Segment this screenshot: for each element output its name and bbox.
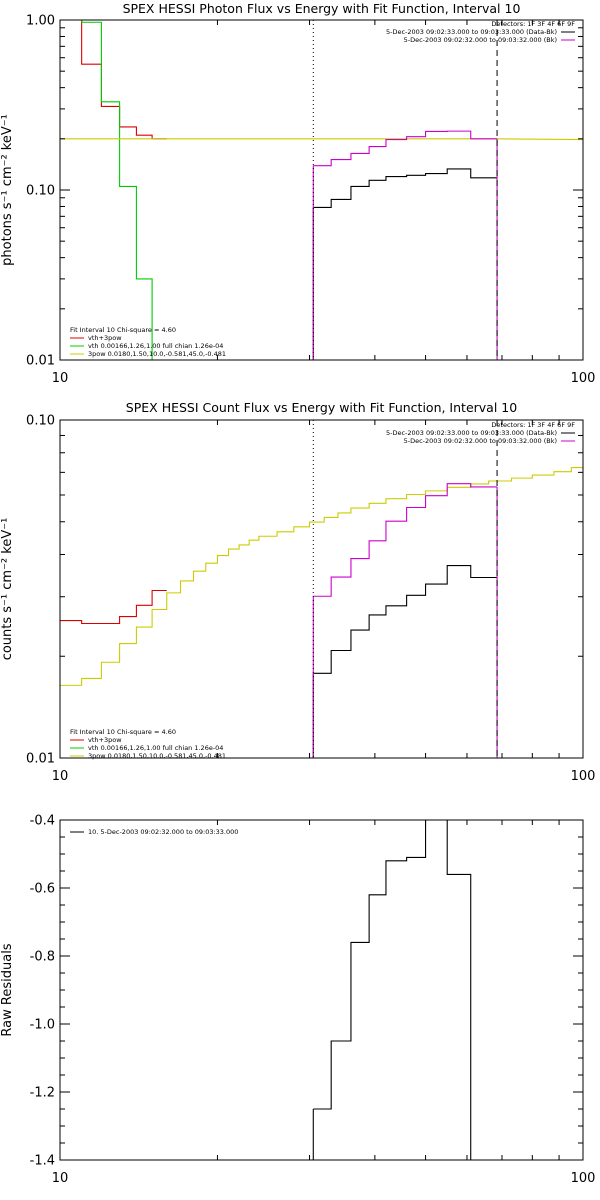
info-line-2: 5-Dec-2003 09:02:33.000 to 09:03:33.000 …	[386, 28, 557, 36]
info-line-2: 5-Dec-2003 09:02:33.000 to 09:03:33.000 …	[386, 429, 557, 437]
y-tick-label: -1.0	[30, 1018, 55, 1033]
series-line-1	[60, 20, 167, 140]
y-tick-label: 0.01	[26, 354, 55, 369]
y-tick-label: 0.10	[26, 184, 55, 199]
info-line-1: Detectors: 1F 3F 4F 6F 9F	[491, 20, 575, 28]
legend-label-2: vth 0.00166,1.26,1.00 full chian 1.26e-0…	[88, 744, 223, 752]
series-line-5	[313, 130, 498, 167]
x-tick-label: 10	[52, 371, 69, 386]
legend-label-2: vth 0.00166,1.26,1.00 full chian 1.26e-0…	[88, 342, 223, 350]
legend-label-1: vth+3pow	[88, 736, 122, 744]
legend-header: Fit Interval 10 Chi-square = 4.60	[70, 728, 176, 736]
x-tick-label: 10	[52, 769, 69, 784]
legend-header: Fit Interval 10 Chi-square = 4.60	[70, 326, 176, 334]
chart-panel-2: SPEX HESSI Count Flux vs Energy with Fit…	[0, 400, 595, 784]
series-line-4	[313, 483, 498, 597]
y-tick-label: 0.10	[26, 414, 55, 429]
info-line-1: Detectors: 1F 3F 4F 6F 9F	[491, 421, 575, 429]
y-tick-label: -0.6	[30, 882, 55, 897]
plot-frame	[59, 419, 584, 759]
series-line-2	[60, 20, 167, 360]
series-group	[60, 20, 583, 360]
series-line-1	[60, 589, 167, 625]
y-axis-label: counts s⁻¹ cm⁻² keV⁻¹	[0, 518, 15, 661]
x-tick-label: 100	[571, 371, 596, 386]
y-tick-label: -0.4	[30, 814, 55, 829]
chart-panel-1: SPEX HESSI Photon Flux vs Energy with Fi…	[0, 1, 595, 386]
series-line-3	[313, 565, 498, 674]
x-tick-label: 100	[571, 1171, 596, 1186]
y-axis-label: Raw Residuals	[0, 943, 15, 1036]
y-tick-label: -1.4	[30, 1154, 55, 1169]
legend-label-1: 10. 5-Dec-2003 09:02:32.000 to 09:03:33.…	[88, 828, 238, 836]
series-line-4	[313, 168, 498, 208]
y-tick-label: -1.2	[30, 1086, 55, 1101]
chart-title: SPEX HESSI Count Flux vs Energy with Fit…	[126, 400, 517, 415]
legend-label-3: 3pow 0.0180,1.50,10.0,-0.581,45.0,-0.481	[88, 350, 226, 358]
legend-label-1: vth+3pow	[88, 334, 122, 342]
series-group	[312, 820, 472, 1160]
x-tick-label: 10	[52, 1171, 69, 1186]
x-tick-label: 100	[571, 769, 596, 784]
series-line-1	[313, 820, 472, 1160]
legend-label-3: 3pow 0.0180,1.50,10.0,-0.581,45.0,-0.481	[88, 752, 226, 760]
plot-frame	[59, 19, 584, 361]
y-axis-label: photons s⁻¹ cm⁻² keV⁻¹	[0, 114, 15, 266]
series-group	[60, 467, 583, 758]
y-tick-label: 1.00	[26, 14, 55, 29]
series-line-2	[60, 467, 583, 686]
info-line-3: 5-Dec-2003 09:02:32.000 to 09:03:32.000 …	[404, 36, 557, 44]
info-line-3: 5-Dec-2003 09:02:32.000 to 09:03:32.000 …	[404, 437, 557, 445]
y-tick-label: 0.01	[26, 752, 55, 767]
series-line-3	[60, 138, 583, 141]
chart-title: SPEX HESSI Photon Flux vs Energy with Fi…	[123, 1, 521, 16]
chart-panel-3: 10 100 -1.4 -1.2 -1.0 -0.8 -0.6 -0.4 Raw Residua…	[0, 814, 596, 1187]
y-tick-label: -0.8	[30, 950, 55, 965]
